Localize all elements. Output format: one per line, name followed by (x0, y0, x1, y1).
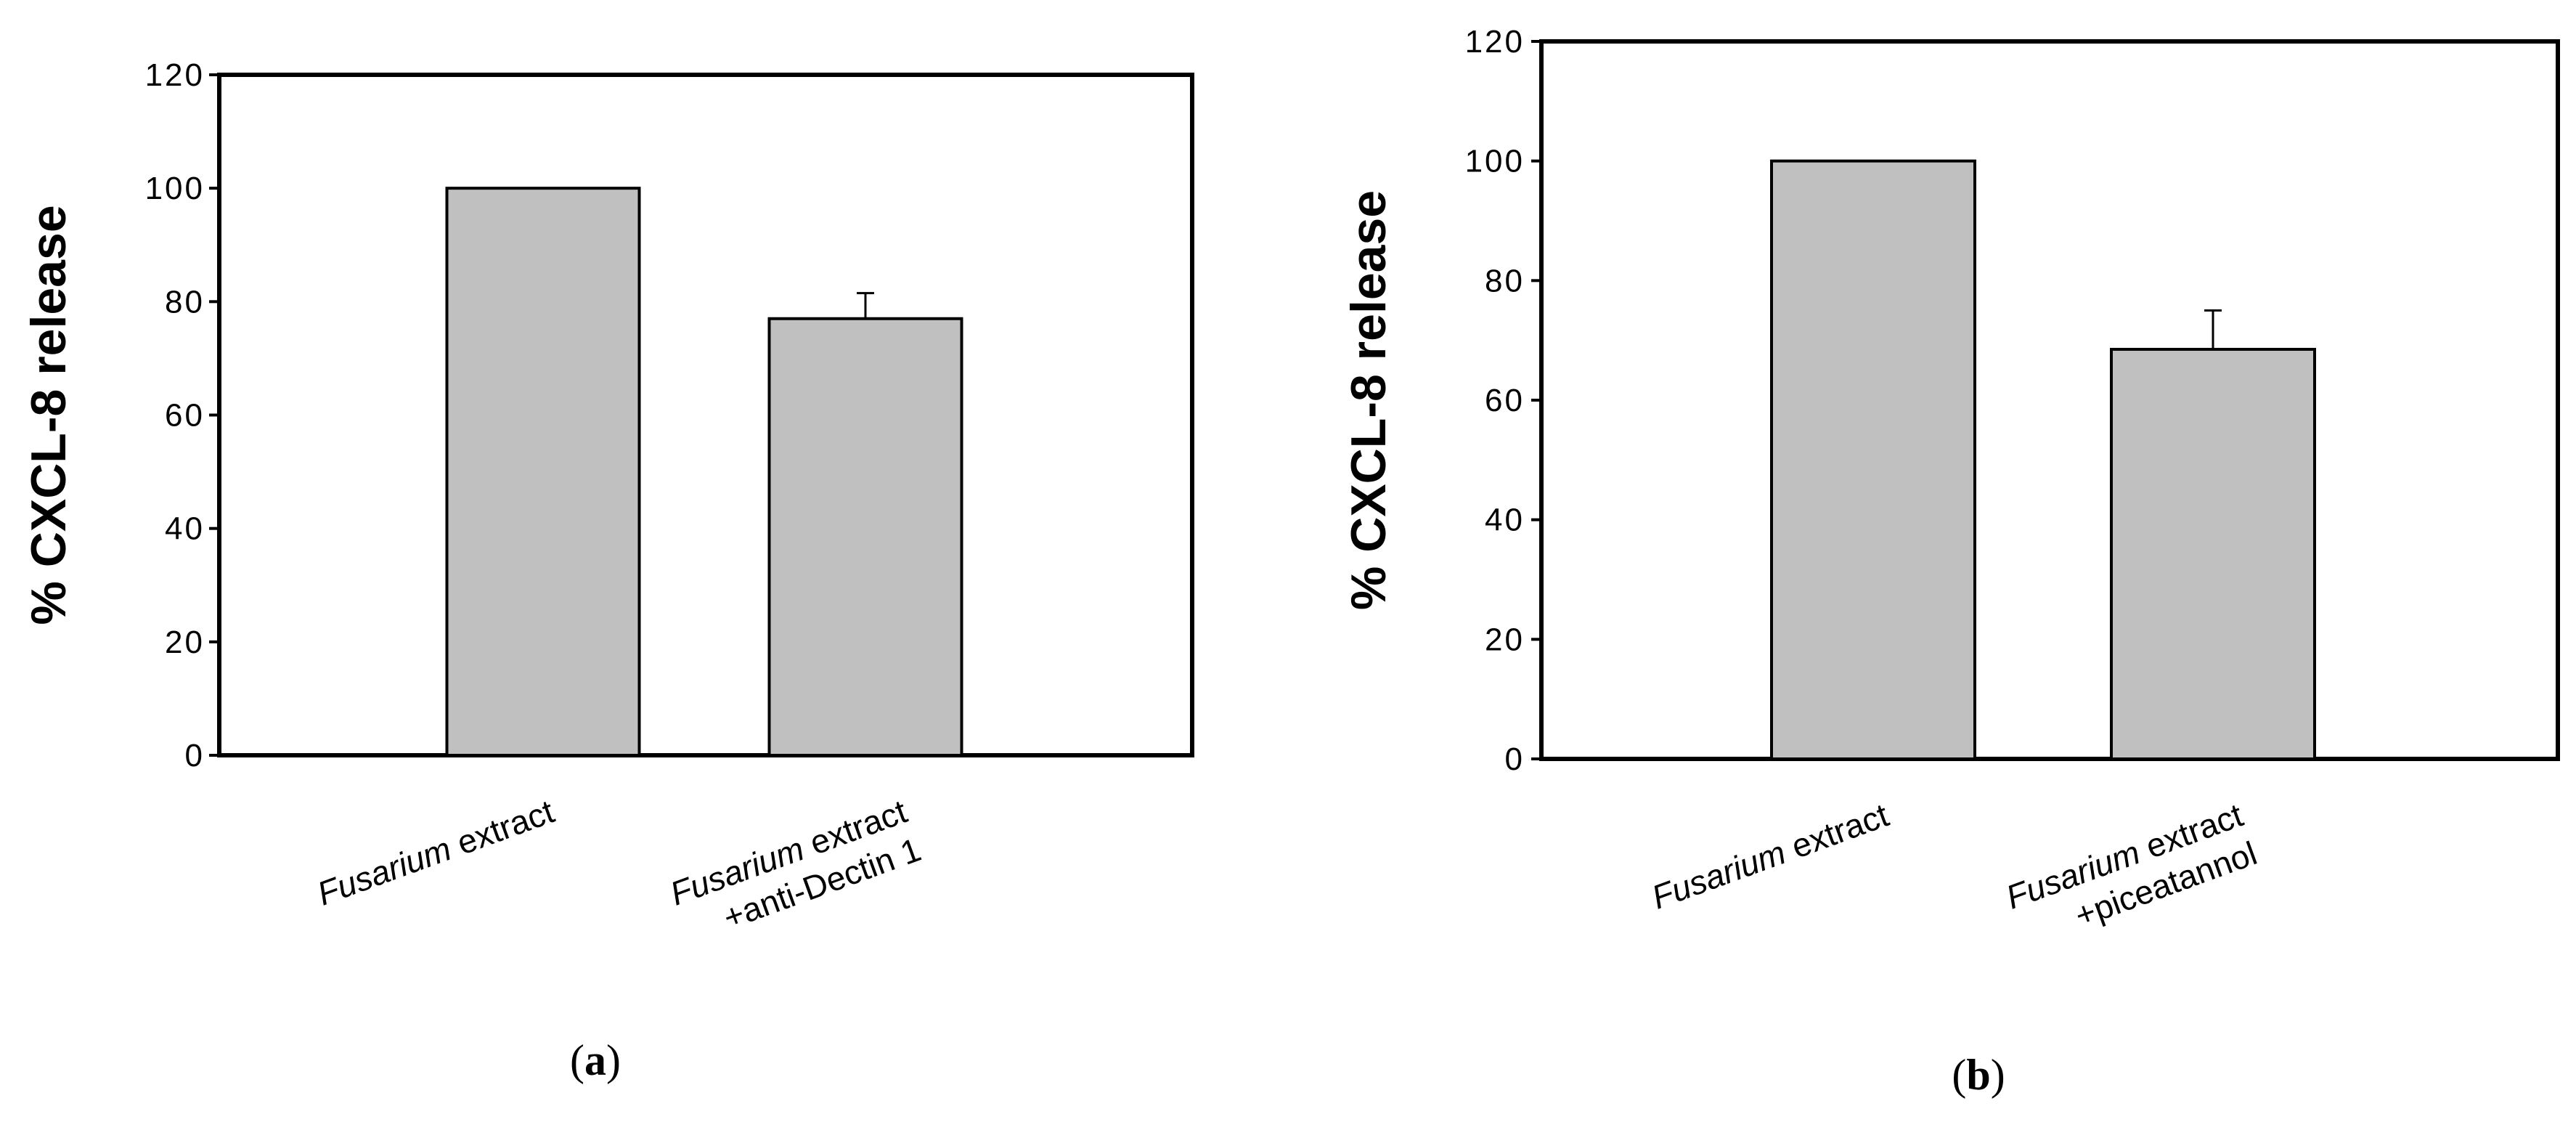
panel-label-b: (b) (1952, 1051, 2005, 1099)
category-genus: Fusarium (1647, 833, 1790, 916)
panel-label-close: ) (1991, 1051, 2005, 1099)
panel-label-letter: a (584, 1036, 606, 1084)
x-category-label: Fusarium extract+anti-Dectin 1 (665, 792, 926, 937)
plot-frame (217, 73, 1194, 757)
bar-1 (445, 187, 641, 757)
y-tick-label: 80 (165, 284, 205, 320)
category-descriptor: extract (443, 792, 559, 866)
y-tick-label: 120 (145, 57, 205, 93)
x-category-label: Fusarium extract (1647, 796, 1894, 917)
y-tick-label: 120 (1465, 24, 1525, 60)
plot-frame (1539, 39, 2560, 761)
bar-1 (1770, 159, 1976, 760)
y-tick-label: 40 (1485, 503, 1525, 538)
chart-panel-a: 0 20 40 60 80 100 120 % CXCL-8 release Fusarium … (21, 57, 1194, 1084)
panel-label-open: ( (570, 1036, 584, 1084)
panel-label-close: ) (606, 1036, 621, 1084)
y-tick-label: 100 (1465, 144, 1525, 179)
panel-label-open: ( (1952, 1051, 1966, 1099)
x-category-line1: Fusarium extract (1647, 796, 1894, 917)
x-category-label: Fusarium extract (312, 792, 559, 913)
y-tick-label: 40 (165, 511, 205, 547)
y-tick-label: 80 (1485, 263, 1525, 298)
y-tick-label: 0 (1505, 741, 1525, 777)
x-category-line1: Fusarium extract (312, 792, 559, 913)
category-descriptor: extract (1777, 796, 1894, 869)
chart-panel-b: 0 20 40 60 80 100 120 % CXCL-8 release Fusarium … (1341, 24, 2560, 1099)
y-tick-label: 60 (165, 398, 205, 434)
y-tick-label: 60 (1485, 383, 1525, 418)
bar-2 (767, 317, 963, 757)
y-tick-label: 100 (145, 171, 205, 206)
panel-label-a: (a) (570, 1036, 621, 1084)
y-tick-label: 20 (165, 625, 205, 660)
y-tick-label: 0 (185, 738, 205, 773)
y-axis-label: % CXCL-8 release (1341, 190, 1396, 610)
panel-label-letter: b (1966, 1051, 1990, 1099)
y-axis-label: % CXCL-8 release (21, 205, 76, 625)
y-tick-label: 20 (1485, 622, 1525, 657)
category-genus: Fusarium (312, 829, 456, 912)
x-category-label: Fusarium extract+piceatannol (2001, 796, 2262, 935)
bar-2 (2110, 348, 2316, 760)
